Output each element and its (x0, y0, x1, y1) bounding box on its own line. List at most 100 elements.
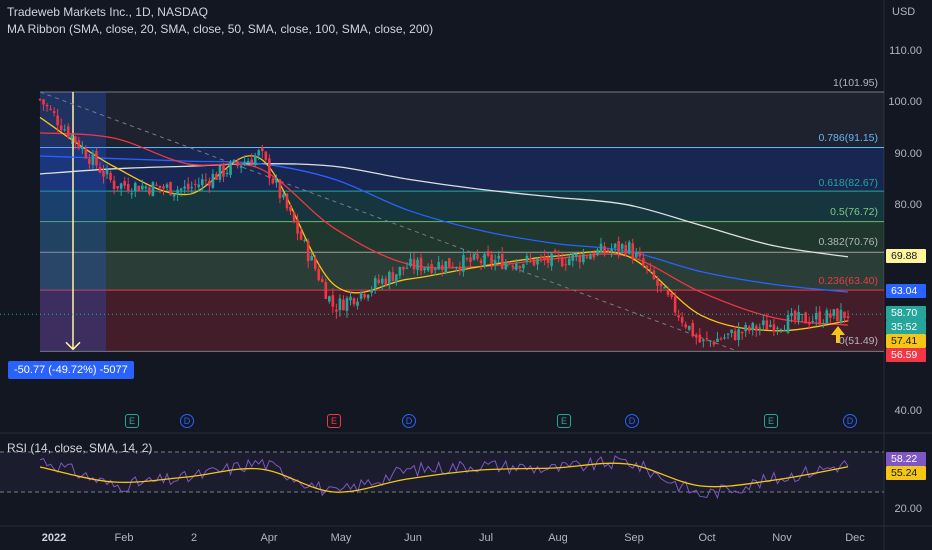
candle (317, 269, 321, 281)
candle (627, 242, 631, 254)
candle (264, 151, 268, 160)
candle (190, 187, 194, 189)
dividend-event[interactable]: D (843, 414, 857, 428)
candle (38, 99, 42, 101)
candle (818, 311, 822, 325)
candle (522, 264, 525, 269)
candle (133, 183, 137, 192)
candle (299, 231, 303, 240)
candle (673, 296, 677, 313)
candle (500, 254, 504, 269)
sma200-line (39, 163, 849, 258)
earnings-event[interactable]: E (764, 414, 778, 428)
measure-label[interactable]: -50.77 (-49.72%) -5077 (8, 361, 134, 379)
candle (320, 279, 324, 282)
candle (285, 193, 289, 209)
candle (543, 256, 546, 261)
rsi-tick: 20.00 (894, 503, 922, 515)
candle (663, 287, 666, 289)
candle (843, 311, 846, 319)
x-tick: 2 (190, 532, 198, 544)
candle (631, 243, 635, 259)
candle (236, 161, 239, 165)
candle (839, 309, 843, 323)
candle (176, 189, 179, 195)
candle (493, 260, 497, 266)
candle (49, 108, 52, 110)
candle (137, 185, 141, 192)
candle (402, 266, 405, 270)
candle (642, 258, 645, 266)
candle (603, 246, 606, 253)
sma20-tag: 57.41 (886, 334, 926, 348)
candle (751, 322, 755, 331)
candle (702, 339, 705, 342)
candle (257, 150, 261, 156)
candle (807, 321, 811, 325)
candle (829, 313, 832, 318)
candle (511, 265, 515, 268)
candle (754, 325, 758, 331)
x-tick: May (330, 532, 352, 544)
candle (225, 172, 229, 175)
candle (52, 111, 56, 113)
candle (599, 243, 603, 253)
last-price-tag: 58.70 (886, 306, 926, 320)
candle (331, 295, 335, 307)
candle (193, 184, 197, 186)
dividend-event[interactable]: D (180, 414, 194, 428)
candle (504, 261, 508, 270)
candle (790, 313, 793, 316)
candle (162, 186, 165, 189)
earnings-event[interactable]: E (327, 414, 341, 428)
candle (691, 322, 695, 337)
candle (201, 179, 204, 186)
candle (130, 193, 134, 195)
candle (546, 257, 550, 264)
dividend-event[interactable]: D (625, 414, 639, 428)
candle (239, 165, 243, 168)
candle (483, 253, 486, 267)
candle (698, 334, 702, 343)
candle (578, 255, 582, 263)
x-tick: Dec (845, 532, 865, 544)
candle (155, 184, 158, 186)
dividend-event[interactable]: D (402, 414, 416, 428)
fib-label: 0.236(63.40) (818, 275, 878, 287)
earnings-event[interactable]: E (125, 414, 139, 428)
candle (680, 317, 684, 323)
candle (793, 311, 797, 320)
candle (525, 255, 529, 262)
earnings-event[interactable]: E (557, 414, 571, 428)
candle (77, 140, 81, 149)
sma100-tag: 63.04 (886, 284, 926, 298)
candle (575, 253, 578, 257)
candle (564, 264, 568, 266)
fib-zone (40, 147, 884, 192)
candle (91, 153, 95, 165)
candle (769, 324, 772, 327)
candle (179, 188, 183, 191)
candle (335, 309, 338, 312)
countdown-tag: 35:52 (886, 320, 926, 334)
candle (119, 183, 123, 189)
candle (638, 252, 642, 257)
rsi-value-tag: 58.22 (886, 452, 926, 466)
candle (388, 271, 391, 284)
fib-label: 1(101.95) (833, 77, 878, 89)
candle (324, 282, 328, 299)
price-tick: 100.00 (888, 96, 922, 108)
candle (762, 320, 765, 326)
candle (45, 104, 49, 107)
sma200-tag: 69.88 (886, 249, 926, 263)
candle (677, 315, 680, 318)
candle (222, 164, 225, 177)
candle (183, 186, 186, 189)
candle (126, 183, 130, 192)
candle (310, 255, 313, 261)
candle (158, 185, 162, 188)
candle (116, 186, 119, 189)
x-tick: Apr (260, 532, 278, 544)
candle (726, 333, 730, 335)
